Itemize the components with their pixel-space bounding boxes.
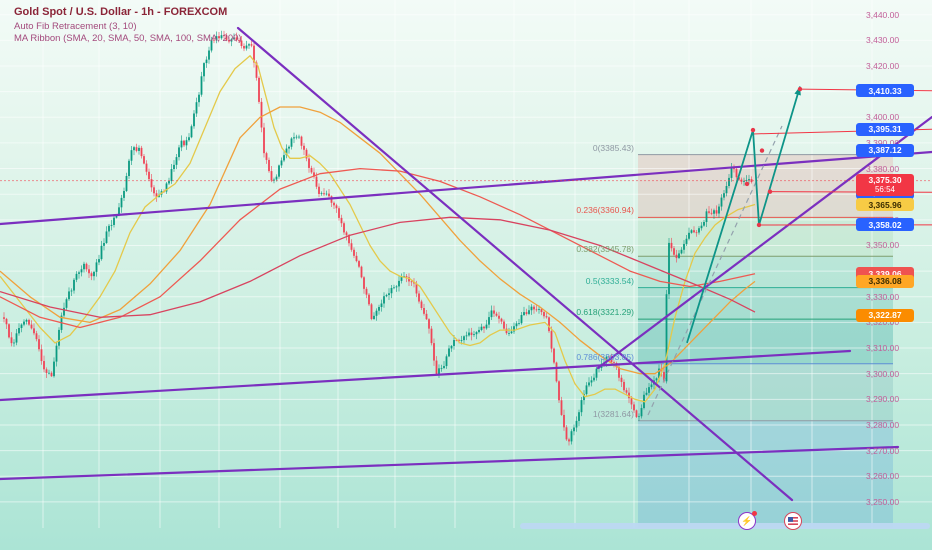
pivot-dot[interactable] [759, 148, 765, 153]
price-tick-label: 3,310.00 [866, 343, 900, 354]
symbol-title[interactable]: Gold Spot / U.S. Dollar - 1h - FOREXCOM [14, 6, 228, 18]
price-tick-label: 3,260.00 [866, 471, 900, 482]
trendline-descending-resistance[interactable] [236, 26, 794, 502]
price-tick-label: 3,250.00 [866, 496, 900, 507]
price-tick-label: 3,270.00 [866, 445, 900, 456]
fib-band [638, 256, 893, 288]
fib-level-label: 0.618(3321.29) [576, 307, 634, 318]
trendline-ascending-bottom[interactable] [0, 445, 900, 481]
fib-band [638, 287, 893, 320]
fib-level-label: 0.236(3360.94) [576, 205, 634, 216]
ma-line-sma50[interactable] [0, 106, 756, 375]
fib-level-label: 1(3281.64) [592, 408, 634, 419]
elliott-projection-zigzag[interactable] [686, 86, 801, 344]
event-us-flag-icon[interactable] [784, 512, 802, 530]
price-label-badge: 3,322.87 [856, 308, 914, 322]
trendline-ascending-mid[interactable] [0, 349, 852, 402]
indicator-auto-fib-label[interactable]: Auto Fib Retracement (3, 10) [14, 21, 137, 32]
fib-level-label: 0.786(3303.85) [576, 351, 634, 362]
price-label-badge: 3,410.33 [856, 84, 914, 98]
timeline-scrollbar[interactable] [520, 523, 930, 529]
candlesticks[interactable] [3, 30, 753, 446]
price-tick-label: 3,290.00 [866, 394, 900, 405]
price-tick-label: 3,430.00 [866, 35, 900, 46]
price-label-badge: 3,365.96 [856, 198, 914, 212]
pivot-dot[interactable] [797, 86, 803, 92]
event-lightning-icon[interactable]: ⚡ [738, 511, 757, 530]
fib-level-label: 0.5(3333.54) [585, 275, 634, 286]
price-tick-label: 3,380.00 [866, 163, 900, 174]
fib-level-label: 0.382(3345.78) [576, 244, 634, 255]
price-label-badge: 3,358.02 [856, 218, 914, 232]
fib-band [638, 363, 893, 421]
pivot-dot[interactable] [750, 127, 756, 133]
fib-band [638, 217, 893, 257]
ma-line-sma200[interactable] [0, 216, 756, 318]
price-tick-label: 3,390.00 [866, 137, 900, 148]
price-tick-label: 3,330.00 [866, 291, 900, 302]
current-price-badge: 3,375.30 56:54 [856, 173, 914, 196]
price-tick-label: 3,300.00 [866, 368, 900, 379]
price-label-badge: 3,336.08 [856, 274, 914, 288]
price-label-badge: 3,387.12 [856, 143, 914, 157]
indicator-ma-ribbon-label[interactable]: MA Ribbon (SMA, 20, SMA, 50, SMA, 100, S… [14, 33, 242, 44]
price-tick-label: 3,350.00 [866, 240, 900, 251]
us-flag-glyph [788, 517, 798, 525]
price-tick-label: 3,400.00 [866, 112, 900, 123]
pivot-dot[interactable] [744, 181, 750, 187]
trendline-ascending-steep-right[interactable] [596, 115, 932, 370]
ma-line-sma100[interactable] [0, 167, 756, 329]
ma-line-sma20[interactable] [0, 55, 756, 403]
price-tick-label: 3,320.00 [866, 317, 900, 328]
fib-band [638, 420, 893, 528]
price-tick-label: 3,440.00 [866, 9, 900, 20]
price-tick-label: 3,280.00 [866, 419, 900, 430]
pivot-dot[interactable] [756, 222, 762, 228]
price-tick-label: 3,420.00 [866, 61, 900, 71]
price-label-badge: 3,395.31 [856, 122, 914, 136]
bar-countdown: 56:54 [874, 185, 896, 195]
dashed-projection-line[interactable] [647, 125, 783, 416]
fib-level-label: 0(3385.43) [592, 142, 634, 153]
pivot-dot[interactable] [767, 189, 773, 194]
